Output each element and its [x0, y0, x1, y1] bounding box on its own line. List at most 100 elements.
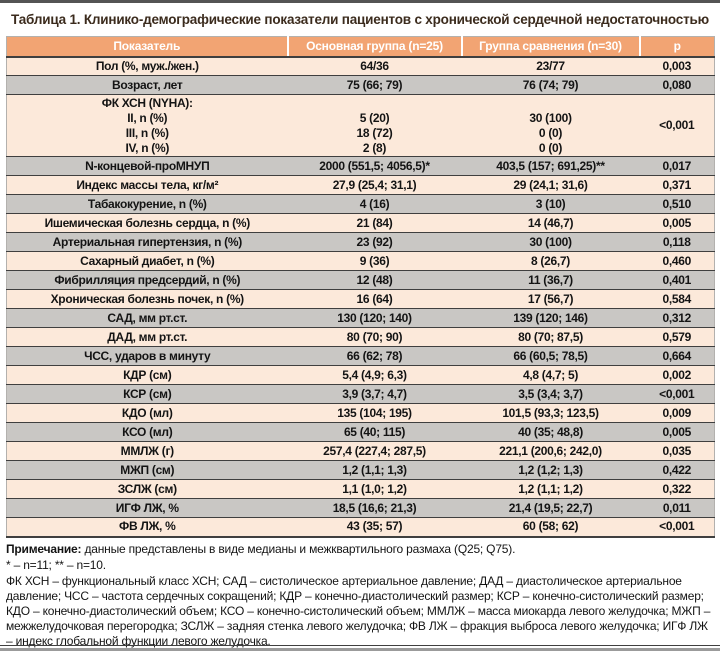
table-row: КДО (мл) 135 (104; 195) 101,5 (93,3; 123…	[6, 403, 715, 423]
comparison-group-cell: 14 (46,7)	[461, 213, 640, 233]
indicator-cell: МЖП (см)	[6, 460, 288, 480]
indicator-cell: ФВ ЛЖ, %	[6, 517, 288, 537]
p-value-cell: 0,005	[639, 422, 715, 442]
p-value-cell: 0,080	[639, 75, 715, 95]
col-header-p-value: p	[638, 36, 715, 58]
main-group-cell: 66 (62; 78)	[287, 346, 462, 366]
table-row: Табакокурение, n (%) 4 (16) 3 (10) 0,510	[6, 194, 715, 214]
table-row: МЖП (см) 1,2 (1,1; 1,3) 1,2 (1,2; 1,3) 0…	[6, 460, 715, 480]
comparison-group-cell: 4,8 (4,7; 5)	[461, 365, 640, 385]
comparison-group-cell: 21,4 (19,5; 22,7)	[461, 498, 640, 518]
table-row: Фибрилляция предсердий, n (%) 12 (48) 11…	[6, 270, 715, 290]
p-value-cell: 0,579	[639, 327, 715, 347]
comparison-group-cell: 3 (10)	[461, 194, 640, 214]
bottom-rule-band	[0, 648, 720, 651]
indicator-cell: ФК ХСН (NYHA): II, n (%) III, n (%) IV, …	[6, 94, 288, 157]
indicator-cell: Пол (%, муж./жен.)	[6, 56, 288, 76]
indicator-cell: ИГФ ЛЖ, %	[6, 498, 288, 518]
comparison-group-cell: 403,5 (157; 691,25)**	[461, 156, 640, 176]
p-value-cell: 0,011	[639, 498, 715, 518]
p-value-cell: 0,664	[639, 346, 715, 366]
indicator-cell: КСО (мл)	[6, 422, 288, 442]
comparison-group-cell: 17 (56,7)	[461, 289, 640, 309]
p-value-cell: 0,422	[639, 460, 715, 480]
p-value-cell: 0,017	[639, 156, 715, 176]
note-line: Примечание: данные представлены в виде м…	[6, 542, 714, 557]
main-group-cell: 65 (40; 115)	[287, 422, 462, 442]
table-row: КДР (см) 5,4 (4,9; 6,3) 4,8 (4,7; 5) 0,0…	[6, 365, 715, 385]
bottom-rule-line	[0, 645, 720, 646]
table-row: ЗСЛЖ (см) 1,1 (1,0; 1,2) 1,2 (1,1; 1,2) …	[6, 479, 715, 499]
sample-size-note: * – n=11; ** – n=10.	[6, 557, 106, 572]
main-group-cell: 80 (70; 90)	[287, 327, 462, 347]
indicator-cell: ЧСС, ударов в минуту	[6, 346, 288, 366]
table-row: Ишемическая болезнь сердца, n (%) 21 (84…	[6, 213, 715, 233]
main-group-cell: 75 (66; 79)	[287, 75, 462, 95]
main-group-cell: 1,2 (1,1; 1,3)	[287, 460, 462, 480]
comparison-group-cell: 3,5 (3,4; 3,7)	[461, 384, 640, 404]
indicator-cell: ДАД, мм рт.ст.	[6, 327, 288, 347]
header-row: Показатель Основная группа (n=25) Группа…	[6, 36, 715, 58]
main-group-cell: 1,1 (1,0; 1,2)	[287, 479, 462, 499]
table-title: Таблица 1. Клинико-демографические показ…	[11, 12, 709, 27]
p-value-cell: 0,510	[639, 194, 715, 214]
comparison-group-cell: 30 (100) 0 (0) 0 (0)	[461, 94, 640, 157]
indicator-cell: ЗСЛЖ (см)	[6, 479, 288, 499]
comparison-group-cell: 80 (70; 87,5)	[461, 327, 640, 347]
col-header-comparison-group: Группа сравнения (n=30)	[460, 36, 640, 58]
main-group-cell: 257,4 (227,4; 287,5)	[287, 441, 462, 461]
indicator-cell: Табакокурение, n (%)	[6, 194, 288, 214]
p-value-cell: 0,035	[639, 441, 715, 461]
table-row: Пол (%, муж./жен.) 64/36 23/77 0,003	[6, 56, 715, 76]
comparison-group-cell: 11 (36,7)	[461, 270, 640, 290]
p-value-cell: 0,003	[639, 56, 715, 76]
top-rule	[0, 0, 720, 3]
table-row: КСО (мл) 65 (40; 115) 40 (35; 48,8) 0,00…	[6, 422, 715, 442]
comparison-group-cell: 221,1 (200,6; 242,0)	[461, 441, 640, 461]
table-row: Индекс массы тела, кг/м² 27,9 (25,4; 31,…	[6, 175, 715, 195]
comparison-group-cell: 8 (26,7)	[461, 251, 640, 271]
main-group-cell: 64/36	[287, 56, 462, 76]
clinical-data-table: Показатель Основная группа (n=25) Группа…	[6, 36, 715, 538]
comparison-group-cell: 76 (74; 79)	[461, 75, 640, 95]
indicator-cell: Хроническая болезнь почек, n (%)	[6, 289, 288, 309]
table-row: ММЛЖ (г) 257,4 (227,4; 287,5) 221,1 (200…	[6, 441, 715, 461]
main-group-cell: 130 (120; 140)	[287, 308, 462, 328]
table-row: САД, мм рт.ст. 130 (120; 140) 139 (120; …	[6, 308, 715, 328]
p-value-cell: 0,009	[639, 403, 715, 423]
main-group-cell: 135 (104; 195)	[287, 403, 462, 423]
table-row: ИГФ ЛЖ, % 18,5 (16,6; 21,3) 21,4 (19,5; …	[6, 498, 715, 518]
p-value-cell: 0,005	[639, 213, 715, 233]
main-group-cell: 23 (92)	[287, 232, 462, 252]
indicator-cell: Ишемическая болезнь сердца, n (%)	[6, 213, 288, 233]
main-group-cell: 16 (64)	[287, 289, 462, 309]
note-label: Примечание:	[6, 541, 82, 556]
col-header-main-group: Основная группа (n=25)	[286, 36, 462, 58]
comparison-group-cell: 66 (60,5; 78,5)	[461, 346, 640, 366]
p-value-cell: 0,401	[639, 270, 715, 290]
p-value-cell: <0,001	[639, 384, 715, 404]
p-value-cell: 0,002	[639, 365, 715, 385]
p-value-cell: 0,118	[639, 232, 715, 252]
table-row: Хроническая болезнь почек, n (%) 16 (64)…	[6, 289, 715, 309]
main-group-cell: 2000 (551,5; 4056,5)*	[287, 156, 462, 176]
comparison-group-cell: 1,2 (1,1; 1,2)	[461, 479, 640, 499]
indicator-cell: Артериальная гипертензия, n (%)	[6, 232, 288, 252]
main-group-cell: 18,5 (16,6; 21,3)	[287, 498, 462, 518]
comparison-group-cell: 101,5 (93,3; 123,5)	[461, 403, 640, 423]
main-group-cell: 5,4 (4,9; 6,3)	[287, 365, 462, 385]
note-text: данные представлены в виде медианы и меж…	[81, 541, 516, 556]
comparison-group-cell: 139 (120; 146)	[461, 308, 640, 328]
main-group-cell: 27,9 (25,4; 31,1)	[287, 175, 462, 195]
indicator-cell: КДР (см)	[6, 365, 288, 385]
p-value-cell: <0,001	[639, 517, 715, 537]
comparison-group-cell: 1,2 (1,2; 1,3)	[461, 460, 640, 480]
indicator-cell: Фибрилляция предсердий, n (%)	[6, 270, 288, 290]
table-row: ДАД, мм рт.ст. 80 (70; 90) 80 (70; 87,5)…	[6, 327, 715, 347]
indicator-cell: КДО (мл)	[6, 403, 288, 423]
main-group-cell: 3,9 (3,7; 4,7)	[287, 384, 462, 404]
table-row: ЧСС, ударов в минуту 66 (62; 78) 66 (60,…	[6, 346, 715, 366]
indicator-cell: N-концевой-проМНУП	[6, 156, 288, 176]
p-value-cell: 0,460	[639, 251, 715, 271]
